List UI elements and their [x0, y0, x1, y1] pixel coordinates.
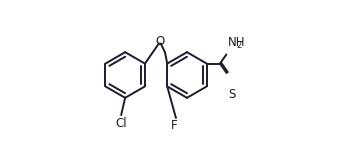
Text: NH: NH	[227, 36, 245, 49]
Text: Cl: Cl	[115, 117, 127, 130]
Text: F: F	[171, 119, 178, 132]
Text: 2: 2	[236, 41, 242, 50]
Text: O: O	[155, 35, 165, 48]
Text: S: S	[228, 88, 236, 101]
